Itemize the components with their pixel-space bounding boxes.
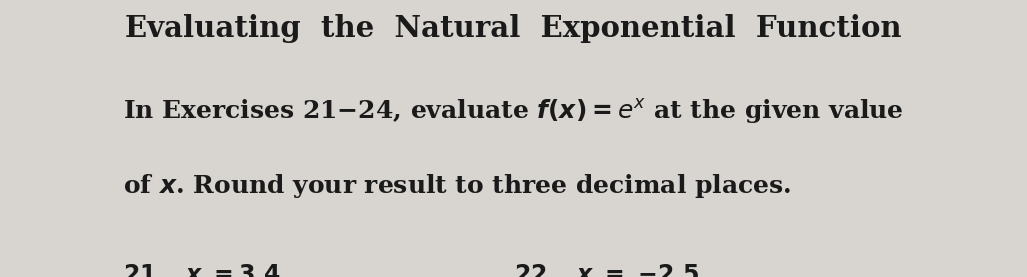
Text: $\mathbf{22.}$  $\boldsymbol{x}$ $\mathbf{=}$ $\mathbf{-2.5}$: $\mathbf{22.}$ $\boldsymbol{x}$ $\mathbf…: [514, 263, 699, 277]
Text: In Exercises 21$\mathbf{-}$24, evaluate $\boldsymbol{f(x) = e^x}$ at the given v: In Exercises 21$\mathbf{-}$24, evaluate …: [123, 97, 904, 126]
Text: Evaluating  the  Natural  Exponential  Function: Evaluating the Natural Exponential Funct…: [125, 14, 902, 43]
Text: of $\boldsymbol{x}$. Round your result to three decimal places.: of $\boldsymbol{x}$. Round your result t…: [123, 172, 792, 200]
Text: $\mathbf{21.}$  $\boldsymbol{x}$ $\mathbf{= 3.4}$: $\mathbf{21.}$ $\boldsymbol{x}$ $\mathbf…: [123, 263, 281, 277]
